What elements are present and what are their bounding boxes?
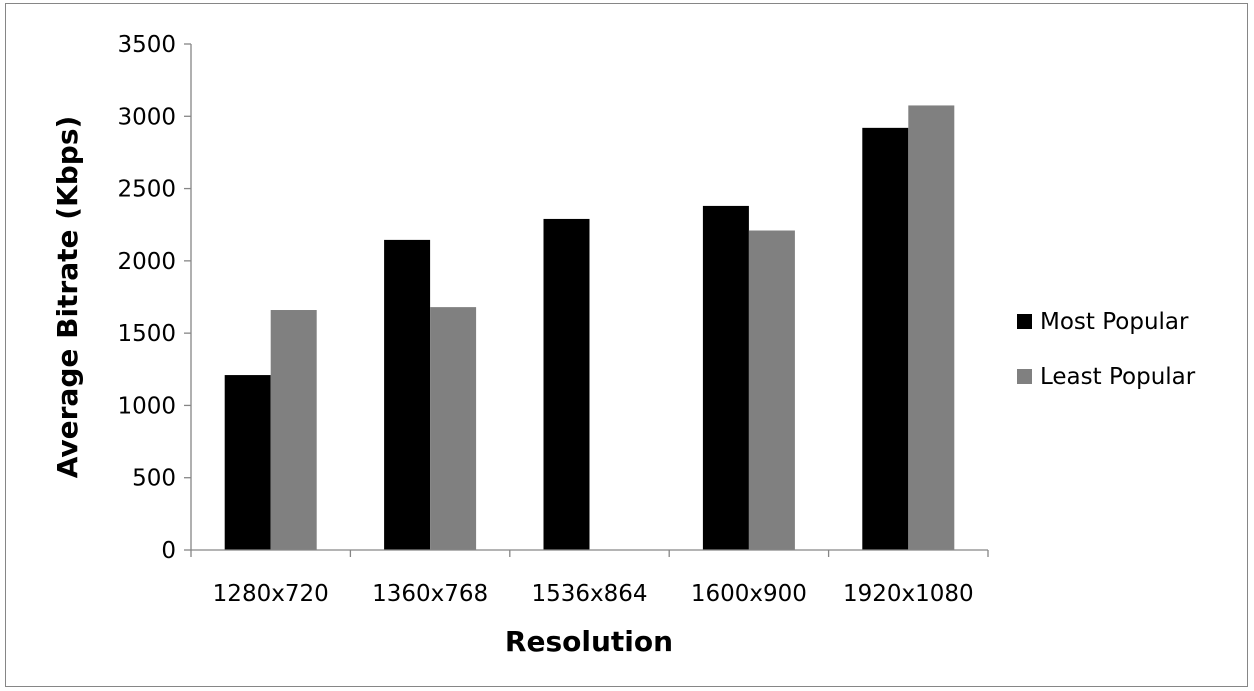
y-tick-label: 500 xyxy=(132,466,176,492)
x-tick-label: 1920x1080 xyxy=(843,581,974,607)
y-ticks: 0 500 1000 1500 2000 2500 3000 3500 xyxy=(117,32,191,564)
axes-layer xyxy=(190,44,988,551)
bar-most-popular-1280x720 xyxy=(224,375,271,550)
bar-least-popular-1360x768 xyxy=(430,307,477,550)
bar-most-popular-1536x864 xyxy=(543,218,590,550)
x-tick-label: 1600x900 xyxy=(691,581,807,607)
y-tick-label: 2000 xyxy=(117,249,176,275)
legend-swatch-least-popular xyxy=(1017,369,1032,384)
y-tick-label: 1000 xyxy=(117,393,176,419)
legend: Most Popular Least Popular xyxy=(1017,309,1196,390)
x-tick-label: 1536x864 xyxy=(531,581,647,607)
y-tick-label: 2500 xyxy=(117,177,176,203)
legend-swatch-most-popular xyxy=(1017,314,1032,329)
x-axis-title: Resolution xyxy=(505,625,673,658)
bar-most-popular-1360x768 xyxy=(384,239,431,550)
x-ticks: 1280x720 1360x768 1536x864 1600x900 1920x108… xyxy=(190,550,989,607)
legend-label-least-popular: Least Popular xyxy=(1040,364,1196,390)
y-tick-label: 0 xyxy=(161,538,176,564)
bar-most-popular-1600x900 xyxy=(702,205,749,551)
bars-layer xyxy=(224,105,955,551)
bar-least-popular-1280x720 xyxy=(270,310,317,550)
y-tick-label: 3500 xyxy=(117,32,176,58)
x-tick-label: 1360x768 xyxy=(372,581,488,607)
y-axis-title: Average Bitrate (Kbps) xyxy=(51,116,84,479)
bar-most-popular-1920x1080 xyxy=(862,127,909,550)
x-tick-label: 1280x720 xyxy=(213,581,329,607)
chart-frame xyxy=(5,3,1248,687)
y-tick-label: 1500 xyxy=(117,321,176,347)
legend-label-most-popular: Most Popular xyxy=(1040,309,1189,335)
bar-least-popular-1600x900 xyxy=(748,230,795,551)
bar-least-popular-1920x1080 xyxy=(908,105,955,550)
y-tick-label: 3000 xyxy=(117,104,176,130)
